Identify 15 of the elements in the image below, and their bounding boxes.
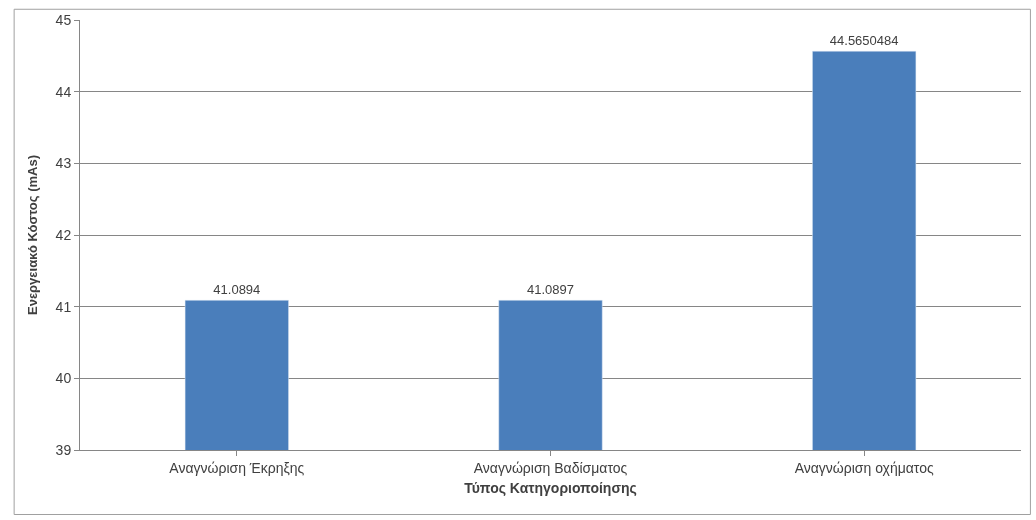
- data-label: 41.0894: [213, 282, 261, 298]
- y-axis-title: Ενεργειακό Κόστος (mAs): [24, 155, 40, 315]
- data-label: 41.0897: [527, 282, 575, 298]
- y-tick-label: 39: [55, 441, 72, 458]
- y-tick-label: 41: [55, 298, 72, 315]
- y-tick-label: 42: [55, 226, 72, 243]
- y-tick-label: 40: [55, 370, 72, 387]
- x-tick-label: Αναγνώριση Βαδίσματος: [473, 459, 628, 476]
- y-tick-label: 43: [55, 155, 72, 172]
- data-label: 44.5650484: [829, 33, 899, 49]
- x-axis-title: Τύπος Κατηγοριοποίησης: [464, 480, 637, 497]
- x-tick-label: Αναγνώριση Έκρηξης: [169, 459, 305, 476]
- x-tick-label: Αναγνώριση οχήματος: [794, 459, 934, 476]
- y-tick-label: 44: [55, 83, 72, 100]
- y-tick-label: 45: [55, 11, 72, 28]
